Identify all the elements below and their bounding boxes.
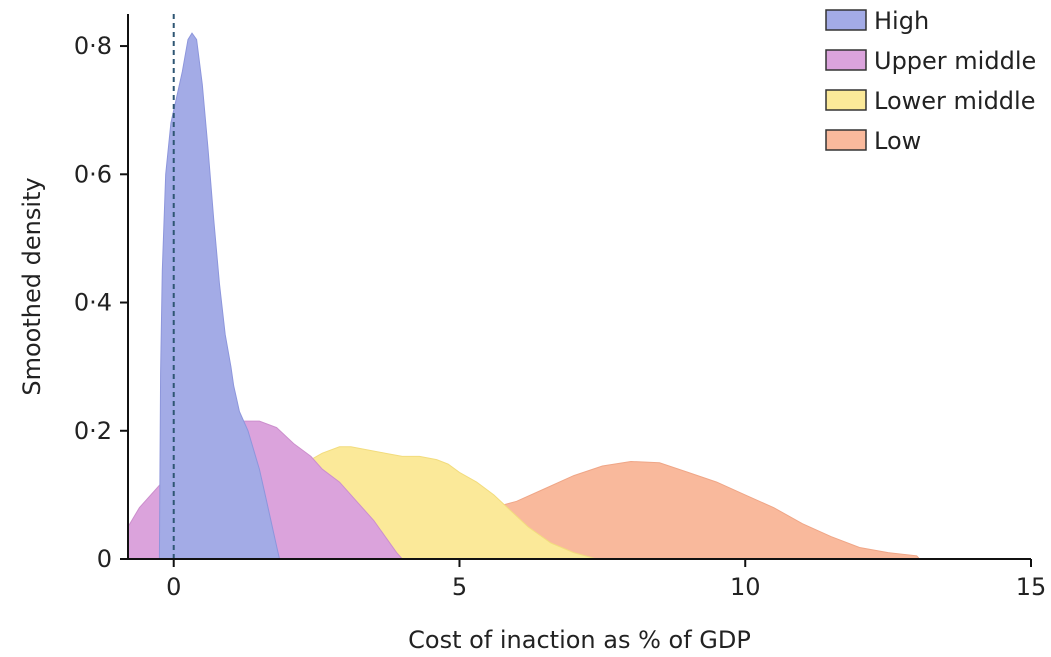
legend-swatch-upper-middle	[825, 49, 867, 71]
y-axis-title: Smoothed density	[18, 177, 46, 395]
y-tick-label: 0·8	[74, 32, 112, 60]
legend-swatch-high	[825, 9, 867, 31]
y-tick-label: 0·4	[74, 289, 112, 317]
legend-swatch-lower-middle	[825, 89, 867, 111]
legend-label-high: High	[874, 7, 929, 35]
legend-swatch-low	[825, 129, 867, 151]
y-axis-ticks: 0 0·2 0·4 0·6 0·8	[74, 32, 128, 573]
x-tick-label: 5	[452, 573, 467, 601]
y-tick-label: 0·6	[74, 160, 112, 188]
legend-label-upper-middle: Upper middle	[874, 47, 1036, 75]
x-tick-label: 10	[730, 573, 761, 601]
x-tick-label: 0	[166, 573, 181, 601]
y-tick-label: 0	[97, 545, 112, 573]
area-high	[158, 32, 281, 560]
x-tick-label: 15	[1016, 573, 1047, 601]
legend-label-lower-middle: Lower middle	[874, 87, 1035, 115]
x-axis-ticks: 0 5 10 15	[166, 559, 1046, 601]
density-areas	[127, 32, 921, 560]
x-axis-title: Cost of inaction as % of GDP	[408, 626, 751, 654]
legend: High Upper middle Lower middle Low	[825, 7, 1036, 155]
legend-label-low: Low	[874, 127, 921, 155]
y-tick-label: 0·2	[74, 417, 112, 445]
